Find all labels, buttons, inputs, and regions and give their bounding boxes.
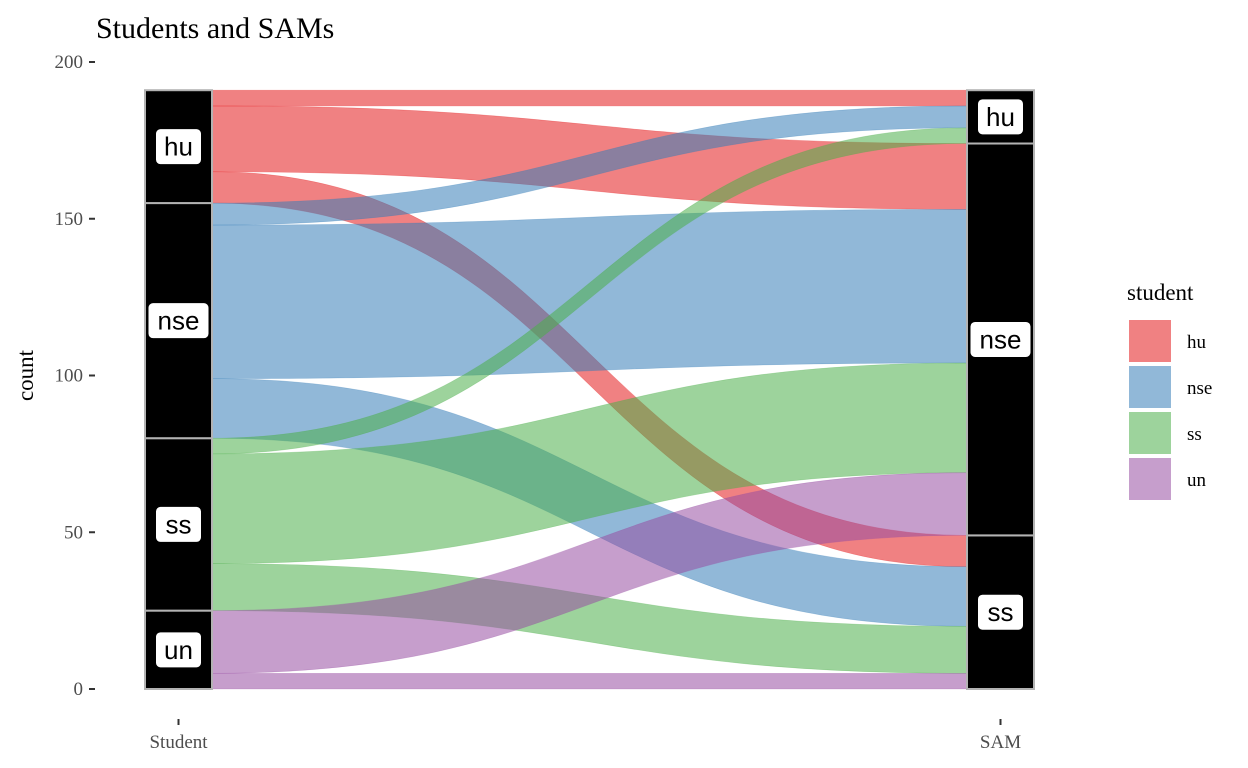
legend-swatch-nse (1129, 366, 1171, 408)
y-tick-label-200: 200 (55, 52, 84, 73)
y-tick-label-0: 0 (74, 679, 84, 700)
legend-label-nse: nse (1187, 378, 1212, 399)
legend-title: student (1127, 280, 1194, 305)
stratum-label-student-ss: ss (166, 509, 192, 539)
stratum-label-sam-hu: hu (986, 102, 1015, 132)
stratum-label-box-student-un (155, 631, 202, 669)
x-tick-label-SAM: SAM (980, 732, 1021, 753)
stratum-label-box-student-nse (147, 302, 210, 340)
stratum-label-box-student-ss (155, 505, 202, 543)
flow-group (211, 89, 968, 690)
stratum-label-sam-ss: ss (988, 597, 1014, 627)
stratum-label-box-sam-nse (969, 320, 1032, 358)
stratum-label-student-nse: nse (158, 306, 200, 336)
stratum-label-box-sam-ss (977, 593, 1024, 631)
chart-title: Students and SAMs (96, 12, 334, 45)
legend-label-hu: hu (1187, 332, 1207, 353)
stratum-label-sam-nse: nse (980, 324, 1022, 354)
flow-hu-to-hu (211, 89, 968, 107)
legend-swatch-hu (1129, 320, 1171, 362)
x-axis: Student SAM (149, 719, 1021, 753)
y-axis: 0 50 100 150 200 (55, 52, 95, 700)
y-tick-label-50: 50 (64, 522, 83, 543)
stratum-label-box-sam-hu (977, 98, 1024, 136)
legend: student hu nse ss un (1127, 280, 1212, 500)
legend-swatch-ss (1129, 412, 1171, 454)
stratum-label-student-un: un (164, 635, 193, 665)
x-tick-label-Student: Student (149, 732, 208, 753)
legend-swatch-un (1129, 458, 1171, 500)
stratum-label-box-student-hu (155, 128, 202, 166)
stratum-label-student-hu: hu (164, 132, 193, 162)
legend-label-un: un (1187, 470, 1207, 491)
y-tick-label-100: 100 (55, 366, 84, 387)
strata-group: un ss nse hu ss nse hu (144, 89, 1035, 691)
flow-un-to-ss (211, 673, 968, 690)
legend-label-ss: ss (1187, 424, 1202, 445)
y-tick-label-150: 150 (55, 209, 84, 230)
y-axis-title: count (13, 349, 38, 401)
